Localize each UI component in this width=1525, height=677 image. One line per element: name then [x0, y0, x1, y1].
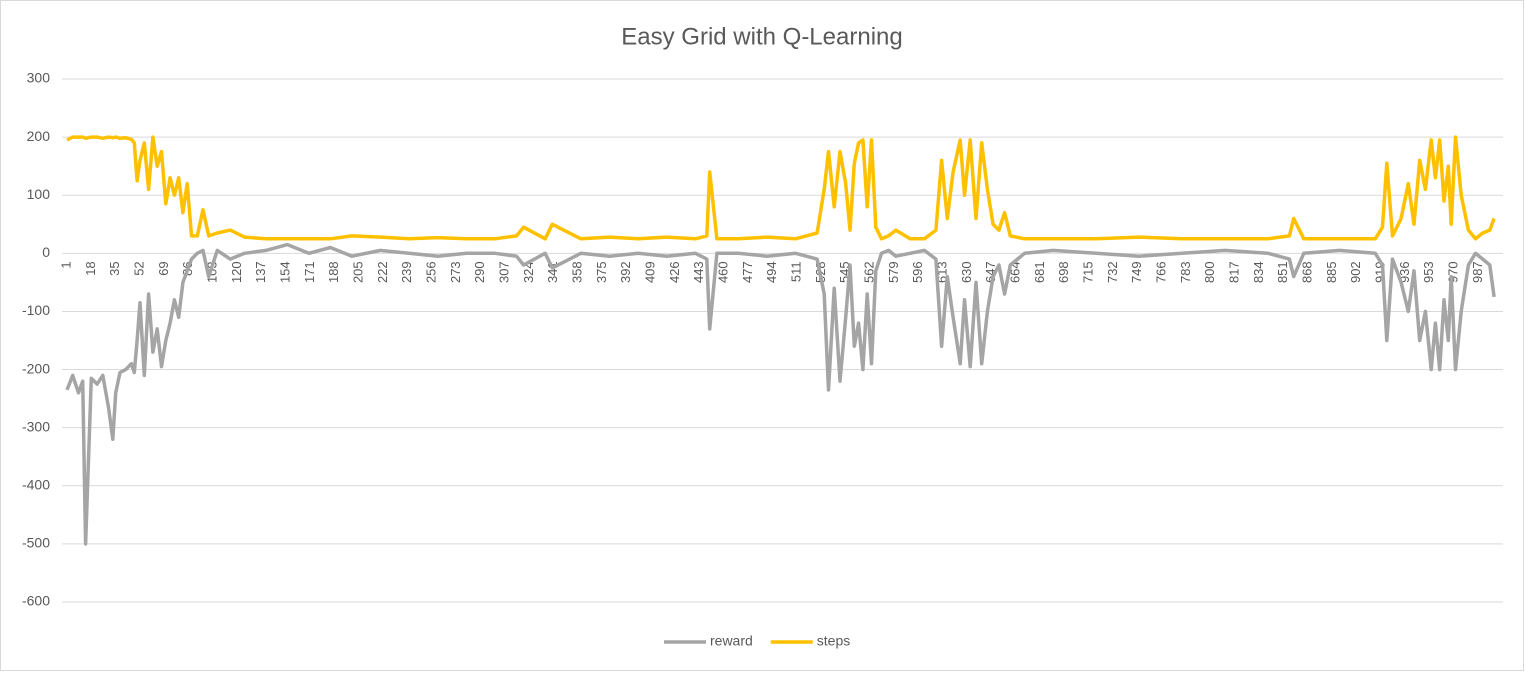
x-tick-label: 52 — [131, 261, 146, 275]
x-tick-label: 494 — [764, 261, 779, 283]
y-tick-label: -600 — [22, 593, 50, 609]
x-tick-label: 443 — [691, 261, 706, 283]
x-tick-label: 681 — [1032, 261, 1047, 283]
x-tick-label: 749 — [1129, 261, 1144, 283]
legend-label: steps — [817, 633, 850, 649]
x-tick-label: 715 — [1080, 261, 1095, 283]
x-tick-label: 596 — [910, 261, 925, 283]
y-tick-label: -300 — [22, 418, 50, 434]
x-tick-label: 188 — [326, 261, 341, 283]
x-tick-label: 426 — [667, 261, 682, 283]
x-tick-label: 154 — [277, 261, 292, 283]
series-line — [65, 242, 1496, 546]
x-tick-label: 579 — [886, 261, 901, 283]
x-tick-label: 239 — [399, 261, 414, 283]
x-tick-label: 783 — [1178, 261, 1193, 283]
x-tick-label: 1 — [58, 261, 73, 268]
series-line — [66, 135, 1496, 241]
x-tick-label: 562 — [861, 261, 876, 283]
x-tick-label: 834 — [1251, 261, 1266, 283]
x-tick-label: 919 — [1372, 261, 1387, 283]
x-tick-label: 256 — [423, 261, 438, 283]
x-tick-label: 477 — [740, 261, 755, 283]
x-tick-label: 902 — [1348, 261, 1363, 283]
x-tick-label: 171 — [302, 261, 317, 283]
x-tick-label: 987 — [1470, 261, 1485, 283]
x-tick-label: 817 — [1226, 261, 1241, 283]
x-tick-label: 222 — [375, 261, 390, 283]
x-tick-label: 630 — [959, 261, 974, 283]
y-tick-label: -100 — [22, 302, 50, 318]
x-tick-label: 868 — [1299, 261, 1314, 283]
x-tick-label: 511 — [788, 261, 803, 282]
x-tick-label: 392 — [618, 261, 633, 283]
x-tick-label: 375 — [594, 261, 609, 283]
x-tick-label: 460 — [715, 261, 730, 283]
x-tick-label: 18 — [83, 261, 98, 275]
x-tick-label: 358 — [569, 261, 584, 283]
y-tick-label: 300 — [27, 70, 51, 86]
chart-title: Easy Grid with Q-Learning — [621, 23, 902, 50]
x-tick-label: 273 — [448, 261, 463, 283]
y-tick-label: 200 — [27, 128, 51, 144]
x-tick-label: 137 — [253, 261, 268, 283]
x-tick-label: 885 — [1324, 261, 1339, 283]
x-tick-label: 409 — [642, 261, 657, 283]
x-tick-label: 732 — [1105, 261, 1120, 283]
x-tick-label: 290 — [472, 261, 487, 283]
x-tick-label: 205 — [350, 261, 365, 283]
x-tick-label: 970 — [1445, 261, 1460, 283]
x-tick-label: 800 — [1202, 261, 1217, 283]
x-tick-label: 307 — [496, 261, 511, 283]
x-tick-label: 120 — [229, 261, 244, 283]
x-tick-label: 766 — [1153, 261, 1168, 283]
y-tick-label: -400 — [22, 476, 50, 492]
x-tick-label: 69 — [156, 261, 171, 275]
y-tick-label: -200 — [22, 360, 50, 376]
x-tick-label: 851 — [1275, 261, 1290, 283]
y-tick-label: -500 — [22, 535, 50, 551]
legend-label: reward — [710, 633, 753, 649]
x-tick-label: 698 — [1056, 261, 1071, 283]
y-tick-label: 0 — [42, 244, 50, 260]
x-tick-label: 953 — [1421, 261, 1436, 283]
x-tick-label: 324 — [521, 261, 536, 283]
y-tick-label: 100 — [27, 186, 51, 202]
x-tick-label: 35 — [107, 261, 122, 275]
